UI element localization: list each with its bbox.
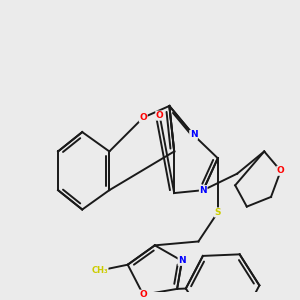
Text: N: N (190, 130, 197, 140)
Text: N: N (200, 186, 207, 195)
Text: O: O (139, 113, 147, 122)
Text: S: S (214, 208, 221, 217)
Text: O: O (156, 111, 164, 120)
Text: O: O (277, 166, 285, 175)
Text: CH₃: CH₃ (91, 266, 108, 275)
Text: N: N (178, 256, 186, 265)
Text: O: O (139, 290, 147, 299)
